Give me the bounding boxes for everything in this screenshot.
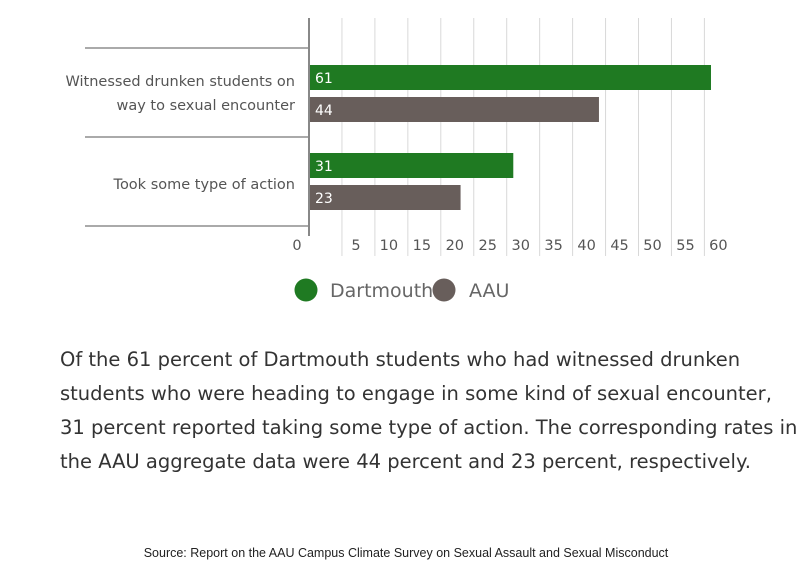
x-tick-label: 25 (479, 238, 497, 254)
legend-label: Dartmouth (330, 280, 433, 302)
chart-caption: Of the 61 percent of Dartmouth students … (60, 348, 798, 473)
bar-value-label: 31 (315, 159, 333, 175)
x-tick-label: 40 (577, 238, 595, 254)
category-label: Took some type of action (113, 177, 295, 193)
bar-aau (310, 185, 461, 210)
labels: 0 5 10 15 20 25 30 35 40 45 50 55 60 61 31 44 23 Witnesse… (66, 71, 728, 254)
bar-aau (310, 97, 599, 122)
x-tick-label: 60 (709, 238, 727, 254)
gridlines (341, 18, 705, 256)
x-tick-label: 30 (511, 238, 529, 254)
category-label: way to sexual encounter (116, 98, 295, 114)
x-tick-label: 5 (351, 238, 360, 254)
source-note: Source: Report on the AAU Campus Climate… (143, 546, 669, 560)
bar-dartmouth (310, 65, 711, 90)
legend-swatch (294, 278, 318, 302)
x-tick-label: 0 (292, 238, 301, 254)
legend-label: AAU (469, 280, 509, 302)
x-tick-label: 55 (676, 238, 694, 254)
x-tick-label: 35 (544, 238, 562, 254)
x-tick-label: 20 (446, 238, 464, 254)
x-tick-label: 50 (643, 238, 661, 254)
legend-swatch (432, 278, 456, 302)
bar-value-label: 61 (315, 71, 333, 87)
bar-value-label: 44 (315, 103, 333, 119)
bar-chart: 0 5 10 15 20 25 30 35 40 45 50 55 60 61 31 44 23 Witnesse… (66, 18, 728, 302)
bar-dartmouth (310, 153, 514, 178)
category-label: Witnessed drunken students on (66, 74, 296, 90)
x-tick-label: 15 (413, 238, 431, 254)
legend: Dartmouth AAU (294, 278, 509, 302)
bars (310, 65, 711, 210)
bar-value-label: 23 (315, 191, 333, 207)
x-tick-label: 45 (610, 238, 628, 254)
axes (85, 18, 310, 236)
x-tick-label: 10 (380, 238, 398, 254)
